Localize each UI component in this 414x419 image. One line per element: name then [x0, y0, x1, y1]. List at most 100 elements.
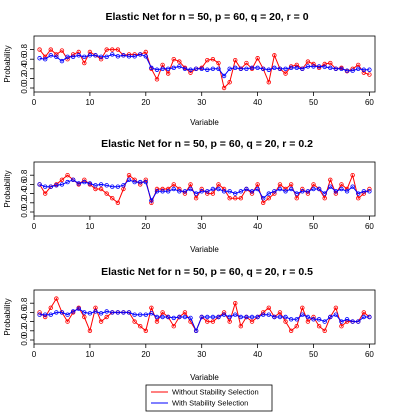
- data-point-without: [227, 80, 232, 85]
- data-point-without: [361, 70, 367, 75]
- data-point-with: [126, 54, 132, 59]
- chart-title: Elastic Net for n = 50, p = 60, q = 20, …: [101, 138, 313, 150]
- data-point-without: [65, 172, 70, 178]
- data-point-with: [288, 65, 294, 71]
- data-point-without: [98, 57, 104, 62]
- y-tick-label: 0.8: [20, 169, 29, 181]
- data-point-without: [48, 47, 53, 52]
- data-point-with: [177, 64, 182, 69]
- x-tick-label: 10: [85, 222, 94, 231]
- data-point-with: [149, 198, 154, 203]
- data-point-with: [188, 186, 193, 192]
- data-point-with: [322, 319, 327, 324]
- data-point-with: [177, 189, 182, 194]
- data-point-with: [65, 312, 70, 317]
- data-point-with: [233, 191, 238, 196]
- data-point-with: [42, 57, 48, 62]
- data-point-without: [328, 60, 333, 66]
- y-tick-label: 0.6: [20, 53, 29, 65]
- data-point-with: [227, 66, 232, 71]
- data-point-without: [205, 57, 210, 63]
- data-point-with: [188, 315, 193, 321]
- data-point-with: [367, 67, 372, 72]
- data-point-with: [238, 189, 244, 194]
- data-point-without: [65, 319, 70, 324]
- data-point-with: [356, 319, 361, 324]
- series-line-with: [39, 53, 370, 77]
- data-point-without: [294, 324, 299, 329]
- data-point-with: [126, 310, 132, 315]
- data-point-with: [154, 67, 160, 72]
- y-tick-label: 0.2: [20, 325, 29, 337]
- x-tick-label: 30: [197, 350, 206, 359]
- x-tick-label: 40: [253, 222, 262, 231]
- data-point-with: [272, 314, 277, 320]
- data-point-without: [244, 60, 249, 66]
- data-point-without: [221, 85, 227, 91]
- data-point-without: [238, 195, 244, 201]
- data-point-with: [361, 67, 367, 72]
- data-point-with: [70, 177, 76, 182]
- data-point-with: [322, 191, 327, 196]
- data-point-with: [87, 181, 93, 186]
- x-tick-label: 50: [309, 98, 318, 107]
- data-point-with: [300, 66, 305, 71]
- x-tick-label: 10: [85, 98, 94, 107]
- data-point-without: [288, 328, 294, 333]
- data-point-with: [344, 68, 350, 73]
- data-point-with: [249, 189, 255, 194]
- data-point-with: [126, 177, 132, 182]
- data-point-with: [344, 317, 350, 322]
- data-point-with: [48, 184, 53, 189]
- data-point-with: [260, 66, 266, 71]
- plot-frame: [33, 289, 376, 345]
- data-point-with: [160, 66, 165, 71]
- data-point-with: [361, 314, 367, 320]
- data-point-with: [210, 314, 216, 320]
- data-point-without: [54, 52, 59, 57]
- data-point-without: [311, 182, 316, 187]
- data-point-without: [171, 182, 176, 187]
- data-point-with: [266, 191, 271, 196]
- data-point-without: [361, 310, 367, 315]
- data-point-with: [316, 64, 322, 69]
- data-point-with: [238, 314, 244, 320]
- y-tick-label: 0.8: [20, 43, 29, 55]
- data-point-without: [305, 319, 311, 324]
- data-point-with: [227, 314, 232, 320]
- legend-box: [145, 384, 273, 412]
- data-point-with: [350, 319, 355, 324]
- data-point-with: [244, 66, 249, 71]
- data-point-with: [182, 189, 188, 194]
- data-point-without: [132, 319, 137, 324]
- data-point-without: [182, 310, 188, 315]
- data-point-with: [311, 186, 316, 192]
- data-point-without: [249, 319, 255, 324]
- data-point-with: [333, 189, 339, 194]
- data-point-with: [59, 182, 65, 187]
- y-tick-label: 0.6: [20, 178, 29, 190]
- data-point-without: [333, 305, 339, 310]
- data-point-without: [322, 61, 327, 67]
- data-point-with: [244, 186, 249, 192]
- data-point-with: [59, 310, 65, 315]
- data-point-with: [350, 184, 355, 189]
- data-point-with: [221, 312, 227, 317]
- chart-title: Elastic Net for n = 50, p = 60, q = 20, …: [101, 266, 313, 278]
- data-point-with: [177, 314, 182, 320]
- data-point-without: [110, 195, 115, 201]
- data-point-with: [339, 186, 344, 192]
- data-point-with: [288, 186, 294, 192]
- data-point-without: [339, 182, 344, 187]
- data-point-without: [160, 310, 165, 315]
- data-point-without: [110, 47, 115, 52]
- data-point-without: [277, 182, 283, 187]
- data-point-without: [104, 314, 109, 320]
- data-point-with: [283, 189, 288, 194]
- data-point-with: [98, 182, 104, 187]
- data-point-without: [154, 77, 160, 82]
- legend-label: Without Stability Selection: [172, 388, 259, 397]
- data-point-with: [199, 189, 204, 194]
- data-point-with: [138, 312, 143, 317]
- x-tick-label: 50: [309, 222, 318, 231]
